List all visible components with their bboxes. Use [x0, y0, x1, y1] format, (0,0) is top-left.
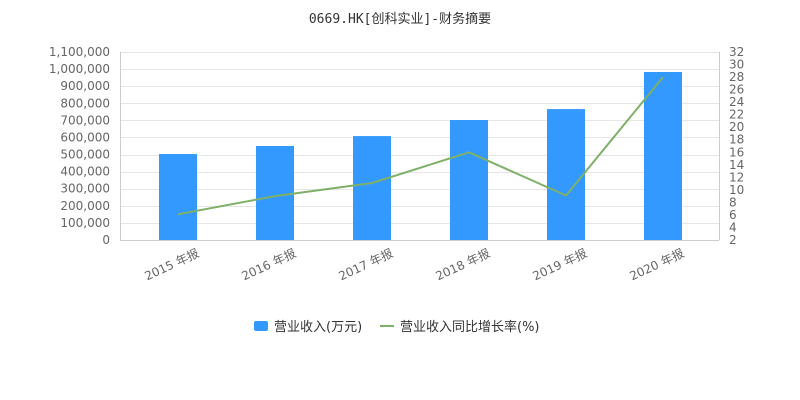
- left-tick-label: 300,000: [60, 182, 110, 196]
- bar[interactable]: [644, 71, 682, 240]
- x-tick-label: 2018 年报: [433, 245, 492, 283]
- left-tick-label: 200,000: [60, 199, 110, 213]
- right-tick-label: 18: [729, 133, 744, 147]
- left-tick-label: 400,000: [60, 165, 110, 179]
- left-tick-label: 900,000: [60, 79, 110, 93]
- x-tick-label: 2016 年报: [239, 245, 298, 283]
- x-tick-label: 2015 年报: [142, 245, 201, 283]
- left-tick-label: 1,100,000: [49, 45, 110, 59]
- right-tick-label: 16: [729, 145, 744, 159]
- right-tick-label: 12: [729, 170, 744, 184]
- right-tick-label: 20: [729, 120, 744, 134]
- x-tick-label: 2019 年报: [530, 245, 589, 283]
- axes: [120, 52, 720, 241]
- right-tick-label: 14: [729, 158, 744, 172]
- right-tick-label: 4: [729, 220, 737, 234]
- right-tick-label: 28: [729, 70, 744, 84]
- line-series: [177, 76, 664, 216]
- grid-lines: [120, 52, 719, 224]
- right-tick-label: 2: [729, 233, 737, 247]
- left-tick-label: 500,000: [60, 148, 110, 162]
- left-tick-label: 700,000: [60, 113, 110, 127]
- right-tick-label: 32: [729, 45, 744, 59]
- left-tick-label: 800,000: [60, 96, 110, 110]
- left-tick-label: 0: [102, 233, 110, 247]
- left-tick-label: 1,000,000: [49, 62, 110, 76]
- legend-label: 营业收入(万元): [274, 320, 362, 335]
- legend-label: 营业收入同比增长率(%): [400, 319, 540, 335]
- x-tick-label: 2017 年报: [336, 245, 395, 283]
- bar[interactable]: [256, 146, 294, 240]
- right-tick-label: 10: [729, 183, 744, 197]
- left-tick-label: 100,000: [60, 216, 110, 230]
- x-tick-label: 2020 年报: [627, 245, 686, 283]
- right-tick-label: 6: [729, 208, 737, 222]
- legend-bar-swatch-icon: [254, 321, 268, 331]
- right-tick-label: 24: [729, 95, 744, 109]
- legend: 营业收入(万元) 营业收入同比增长率(%): [254, 319, 540, 335]
- right-tick-label: 8: [729, 195, 737, 209]
- legend-item[interactable]: 营业收入同比增长率(%): [380, 319, 540, 335]
- x-axis-labels: 2015 年报 2016 年报 2017 年报 2018 年报 2019 年报 2020 …: [142, 245, 686, 283]
- left-tick-label: 600,000: [60, 130, 110, 144]
- right-tick-label: 26: [729, 83, 744, 97]
- right-tick-label: 22: [729, 108, 744, 122]
- bar[interactable]: [450, 120, 488, 240]
- bar[interactable]: [353, 136, 391, 240]
- chart-title: 0669.HK[创科实业]-财务摘要: [309, 11, 491, 27]
- growth-line[interactable]: [177, 76, 664, 216]
- legend-item[interactable]: 营业收入(万元): [254, 320, 362, 335]
- left-axis-ticks: 0 100,000 200,000 300,000 400,000 500,000 600,…: [49, 45, 110, 247]
- bar[interactable]: [159, 154, 197, 240]
- bar-series: [159, 71, 682, 240]
- right-tick-label: 30: [729, 58, 744, 72]
- bar[interactable]: [547, 109, 585, 240]
